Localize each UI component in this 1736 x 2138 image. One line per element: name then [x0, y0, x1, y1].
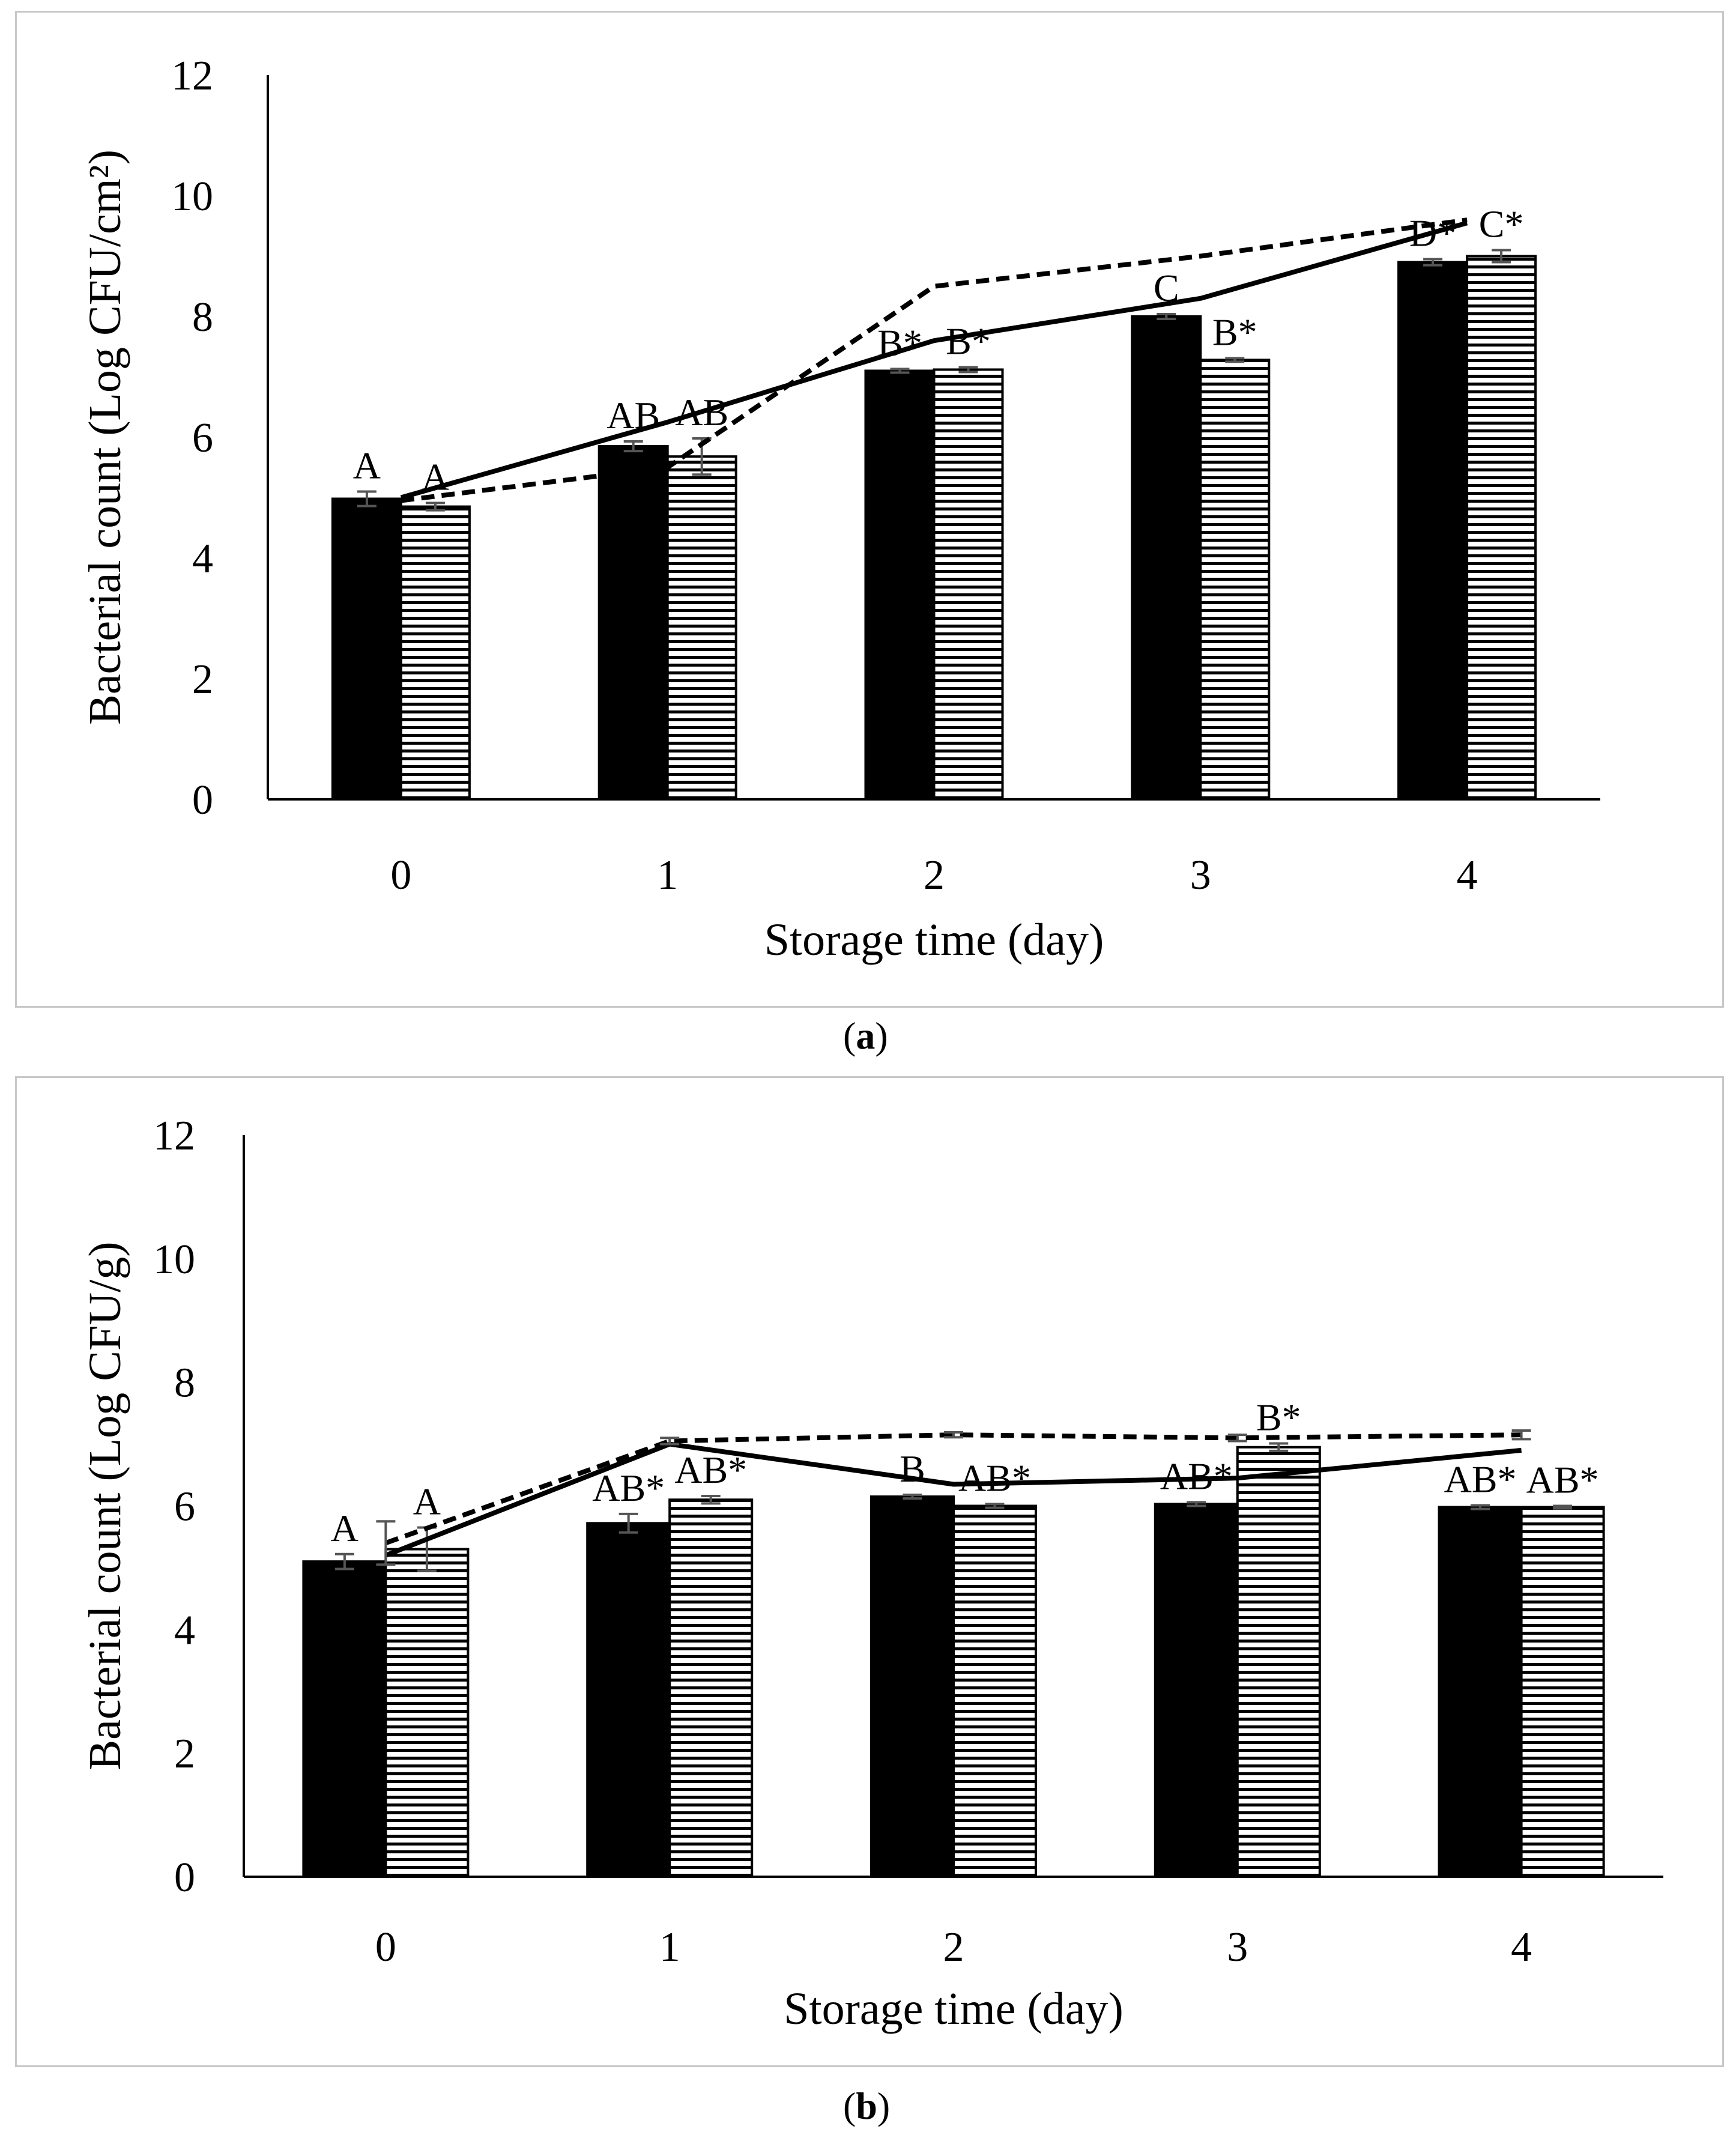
x-tick-label: 4 [1457, 852, 1478, 898]
dashed-line [401, 217, 1468, 503]
y-tick-label: 0 [174, 1855, 195, 1901]
solid-bar [1154, 1503, 1239, 1879]
striped-bar [1466, 255, 1537, 801]
significance-label: B* [1212, 310, 1257, 353]
x-tick-label: 1 [657, 852, 678, 898]
significance-label: B* [946, 319, 991, 362]
x-tick-label: 2 [924, 852, 945, 898]
solid-bar [302, 1560, 387, 1878]
solid-bar [586, 1522, 671, 1878]
striped-bar [399, 505, 471, 801]
striped-bar [668, 1498, 754, 1878]
solid-bar [1397, 261, 1469, 801]
solid-bar [864, 369, 936, 801]
y-tick-label: 2 [174, 1731, 195, 1777]
striped-bar [666, 455, 737, 801]
significance-label: A [353, 444, 381, 486]
y-tick-label: 12 [171, 53, 213, 99]
x-axis-title: Storage time (day) [764, 915, 1104, 965]
x-tick-label: 0 [390, 852, 411, 898]
significance-label: AB* [1526, 1459, 1599, 1501]
y-tick-label: 4 [192, 536, 213, 582]
solid-bar [597, 445, 669, 801]
y-tick-label: 10 [153, 1237, 195, 1283]
significance-label: AB* [958, 1456, 1031, 1499]
y-tick-label: 10 [171, 174, 213, 220]
striped-bar [952, 1504, 1037, 1878]
x-tick-label: 4 [1511, 1924, 1532, 1970]
significance-label: AB* [1444, 1458, 1517, 1500]
solid-bar [870, 1495, 955, 1878]
y-axis-title: Bacterial count (Log CFU/cm²) [80, 150, 130, 725]
y-tick-label: 4 [174, 1607, 195, 1653]
solid-bar [331, 497, 402, 801]
panel-b-caption: (b) [843, 2085, 891, 2127]
solid-bar [1438, 1506, 1523, 1878]
y-tick-label: 6 [174, 1484, 195, 1530]
striped-bar [1520, 1506, 1605, 1878]
y-tick-label: 6 [192, 415, 213, 461]
x-tick-label: 2 [943, 1924, 964, 1970]
x-tick-label: 1 [659, 1924, 680, 1970]
significance-label: C* [1479, 202, 1524, 245]
significance-label: A [331, 1507, 358, 1549]
solid-line [384, 1441, 1522, 1558]
x-tick-label: 3 [1227, 1924, 1248, 1970]
y-tick-label: 8 [192, 294, 213, 341]
x-axis-title: Storage time (day) [784, 1984, 1124, 2034]
x-tick-label: 3 [1190, 852, 1211, 898]
y-axis-title: Bacterial count (Log CFU/g) [80, 1241, 130, 1770]
y-tick-label: 8 [174, 1360, 195, 1407]
significance-label: AB* [592, 1467, 665, 1509]
solid-line [400, 220, 1468, 500]
striped-bar [384, 1548, 470, 1879]
y-tick-label: 0 [192, 777, 213, 823]
significance-label: B [900, 1447, 925, 1490]
striped-bar [933, 368, 1004, 801]
solid-bar [1131, 315, 1202, 801]
panel-a-caption: (a) [843, 1014, 888, 1057]
striped-bar [1199, 359, 1271, 801]
significance-label: B* [1256, 1396, 1301, 1439]
y-tick-label: 12 [153, 1113, 195, 1159]
significance-label: A [413, 1480, 441, 1523]
dashed-line [385, 1432, 1522, 1546]
striped-bar [1236, 1446, 1321, 1879]
x-tick-label: 0 [375, 1924, 396, 1970]
y-tick-label: 2 [192, 656, 213, 703]
